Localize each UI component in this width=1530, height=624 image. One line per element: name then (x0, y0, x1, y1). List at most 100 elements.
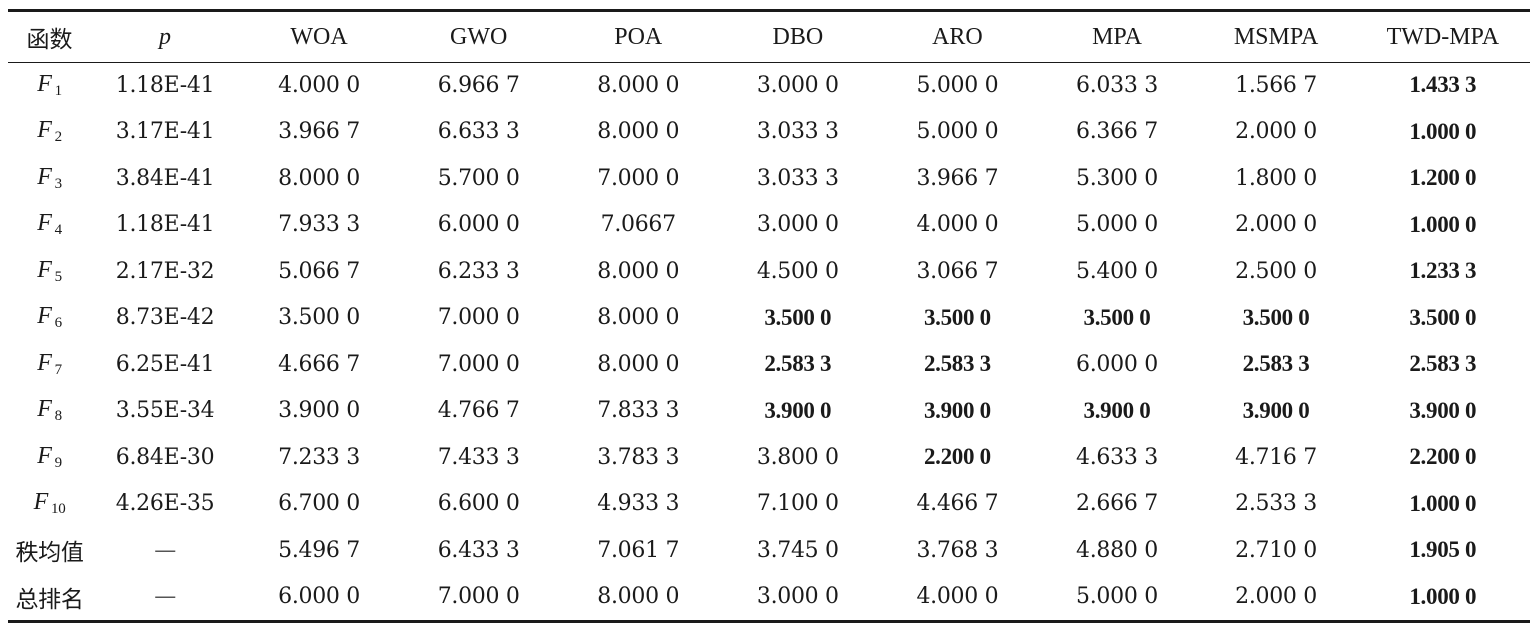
value-cell: 7.000 0 (437, 584, 520, 610)
value-cell: 2.583 3 (1409, 351, 1477, 377)
table-bottom-rule (8, 620, 1530, 623)
header-p: p (159, 23, 172, 50)
table-row: F 4 1.18E-41 7.933 3 6.000 0 7.0667 3.000 0 4.0… (8, 202, 1530, 249)
value-cell: 3.000 0 (756, 584, 839, 610)
value-cell: 6.000 0 (437, 212, 520, 238)
value-cell: 1.433 3 (1409, 72, 1477, 98)
value-cell: 8.000 0 (597, 305, 680, 331)
value-cell: 7.000 0 (597, 165, 680, 191)
value-cell: 7.000 0 (437, 351, 520, 377)
table-body: F 1 1.18E-41 4.000 0 6.966 7 8.000 0 3.000 0 5.… (8, 62, 1530, 620)
table-row: F 1 1.18E-41 4.000 0 6.966 7 8.000 0 3.000 0 5.… (8, 62, 1530, 109)
value-cell: 3.966 7 (278, 119, 360, 145)
value-cell: 3.966 7 (916, 165, 999, 191)
value-cell: 2.200 0 (923, 444, 991, 470)
value-cell: 7.933 3 (278, 212, 360, 238)
table-row: F 5 2.17E-32 5.066 7 6.233 3 8.000 0 4.500 0 3.… (8, 248, 1530, 295)
value-cell: 6.966 7 (437, 72, 520, 98)
value-cell: 6.633 3 (437, 119, 520, 145)
value-cell: 3.900 0 (1409, 397, 1477, 423)
p-value-cell: — (154, 584, 176, 610)
table-row: F 10 4.26E-35 6.700 0 6.600 0 4.933 3 7.100 0 4… (8, 481, 1530, 528)
table-row: F 2 3.17E-41 3.966 7 6.633 3 8.000 0 3.033 3 5.… (8, 109, 1530, 156)
value-cell: 7.433 3 (437, 444, 520, 470)
value-cell: 1.000 0 (1409, 211, 1477, 237)
value-cell: 2.583 3 (923, 351, 991, 377)
table-row: F 6 8.73E-42 3.500 0 7.000 0 8.000 0 3.500 0 3.… (8, 295, 1530, 342)
value-cell: 3.000 0 (756, 72, 839, 98)
table-row: F 8 3.55E-34 3.900 0 4.766 7 7.833 3 3.900 0 3.… (8, 388, 1530, 435)
value-cell: 2.710 0 (1235, 537, 1317, 563)
value-cell: 8.000 0 (597, 119, 680, 145)
value-cell: 7.833 3 (597, 398, 680, 424)
value-cell: 5.400 0 (1076, 258, 1158, 284)
value-cell: 6.233 3 (437, 258, 520, 284)
value-cell: 3.033 3 (756, 119, 839, 145)
header-function: 函数 (26, 27, 73, 53)
value-cell: 8.000 0 (278, 165, 360, 191)
value-cell: 3.500 0 (1409, 304, 1477, 330)
value-cell: 3.500 0 (1242, 304, 1310, 330)
value-cell: 5.000 0 (1076, 212, 1158, 238)
p-value-cell: 6.25E-41 (115, 351, 215, 377)
value-cell: 3.783 3 (597, 444, 680, 470)
value-cell: 6.033 3 (1076, 72, 1158, 98)
table-row: 总排名 — 6.000 0 7.000 0 8.000 0 3.000 0 4.000 0 5… (8, 574, 1530, 621)
value-cell: 3.900 0 (923, 397, 991, 423)
p-value-cell: 3.84E-41 (115, 165, 215, 191)
function-cell: 总排名 (15, 586, 84, 613)
table-row: F 9 6.84E-30 7.233 3 7.433 3 3.783 3 3.800 0 2.… (8, 434, 1530, 481)
value-cell: 2.583 3 (1242, 351, 1310, 377)
value-cell: 3.900 0 (1083, 397, 1151, 423)
value-cell: 7.100 0 (756, 491, 839, 517)
value-cell: 8.000 0 (597, 351, 680, 377)
value-cell: 1.200 0 (1409, 165, 1477, 191)
value-cell: 4.633 3 (1076, 444, 1158, 470)
p-value-cell: 8.73E-42 (115, 305, 215, 331)
value-cell: 5.066 7 (278, 258, 360, 284)
value-cell: 8.000 0 (597, 258, 680, 284)
function-cell: 秩均值 (15, 540, 84, 567)
value-cell: 4.880 0 (1076, 537, 1158, 563)
value-cell: 3.033 3 (756, 165, 839, 191)
value-cell: 2.583 3 (764, 351, 832, 377)
header-twd-mpa: TWD-MPA (1386, 23, 1500, 50)
table-row: 秩均值 — 5.496 7 6.433 3 7.061 7 3.745 0 3.768 3 4… (8, 527, 1530, 574)
value-cell: 4.666 7 (278, 351, 360, 377)
header-row: 函数 p WOA GWO POA DBO ARO MPA MSMPA TWD-M… (8, 12, 1530, 62)
p-value-cell: 3.17E-41 (115, 119, 215, 145)
value-cell: 4.500 0 (756, 258, 839, 284)
value-cell: 6.600 0 (437, 491, 520, 517)
value-cell: 6.000 0 (1076, 351, 1158, 377)
value-cell: 4.000 0 (278, 72, 360, 98)
value-cell: 5.496 7 (278, 537, 360, 563)
value-cell: 7.000 0 (437, 305, 520, 331)
value-cell: 3.500 0 (1083, 304, 1151, 330)
value-cell: 3.745 0 (756, 537, 839, 563)
value-cell: 2.000 0 (1235, 212, 1317, 238)
value-cell: 3.900 0 (278, 398, 360, 424)
value-cell: 5.000 0 (1076, 584, 1158, 610)
value-cell: 2.533 3 (1235, 491, 1317, 517)
value-cell: 4.000 0 (916, 584, 999, 610)
value-cell: 3.500 0 (923, 304, 991, 330)
header-poa: POA (614, 23, 663, 50)
value-cell: 5.000 0 (916, 72, 999, 98)
table-row: F 3 3.84E-41 8.000 0 5.700 0 7.000 0 3.033 3 3.… (8, 155, 1530, 202)
value-cell: 3.768 3 (916, 537, 999, 563)
value-cell: 1.233 3 (1409, 258, 1477, 284)
header-msmpa: MSMPA (1233, 23, 1319, 50)
p-value-cell: 4.26E-35 (115, 491, 215, 517)
value-cell: 3.500 0 (764, 304, 832, 330)
value-cell: 5.000 0 (916, 119, 999, 145)
value-cell: 4.716 7 (1235, 444, 1317, 470)
value-cell: 3.800 0 (756, 444, 839, 470)
value-cell: 1.566 7 (1235, 72, 1317, 98)
value-cell: 8.000 0 (597, 72, 680, 98)
p-value-cell: 1.18E-41 (115, 72, 215, 98)
